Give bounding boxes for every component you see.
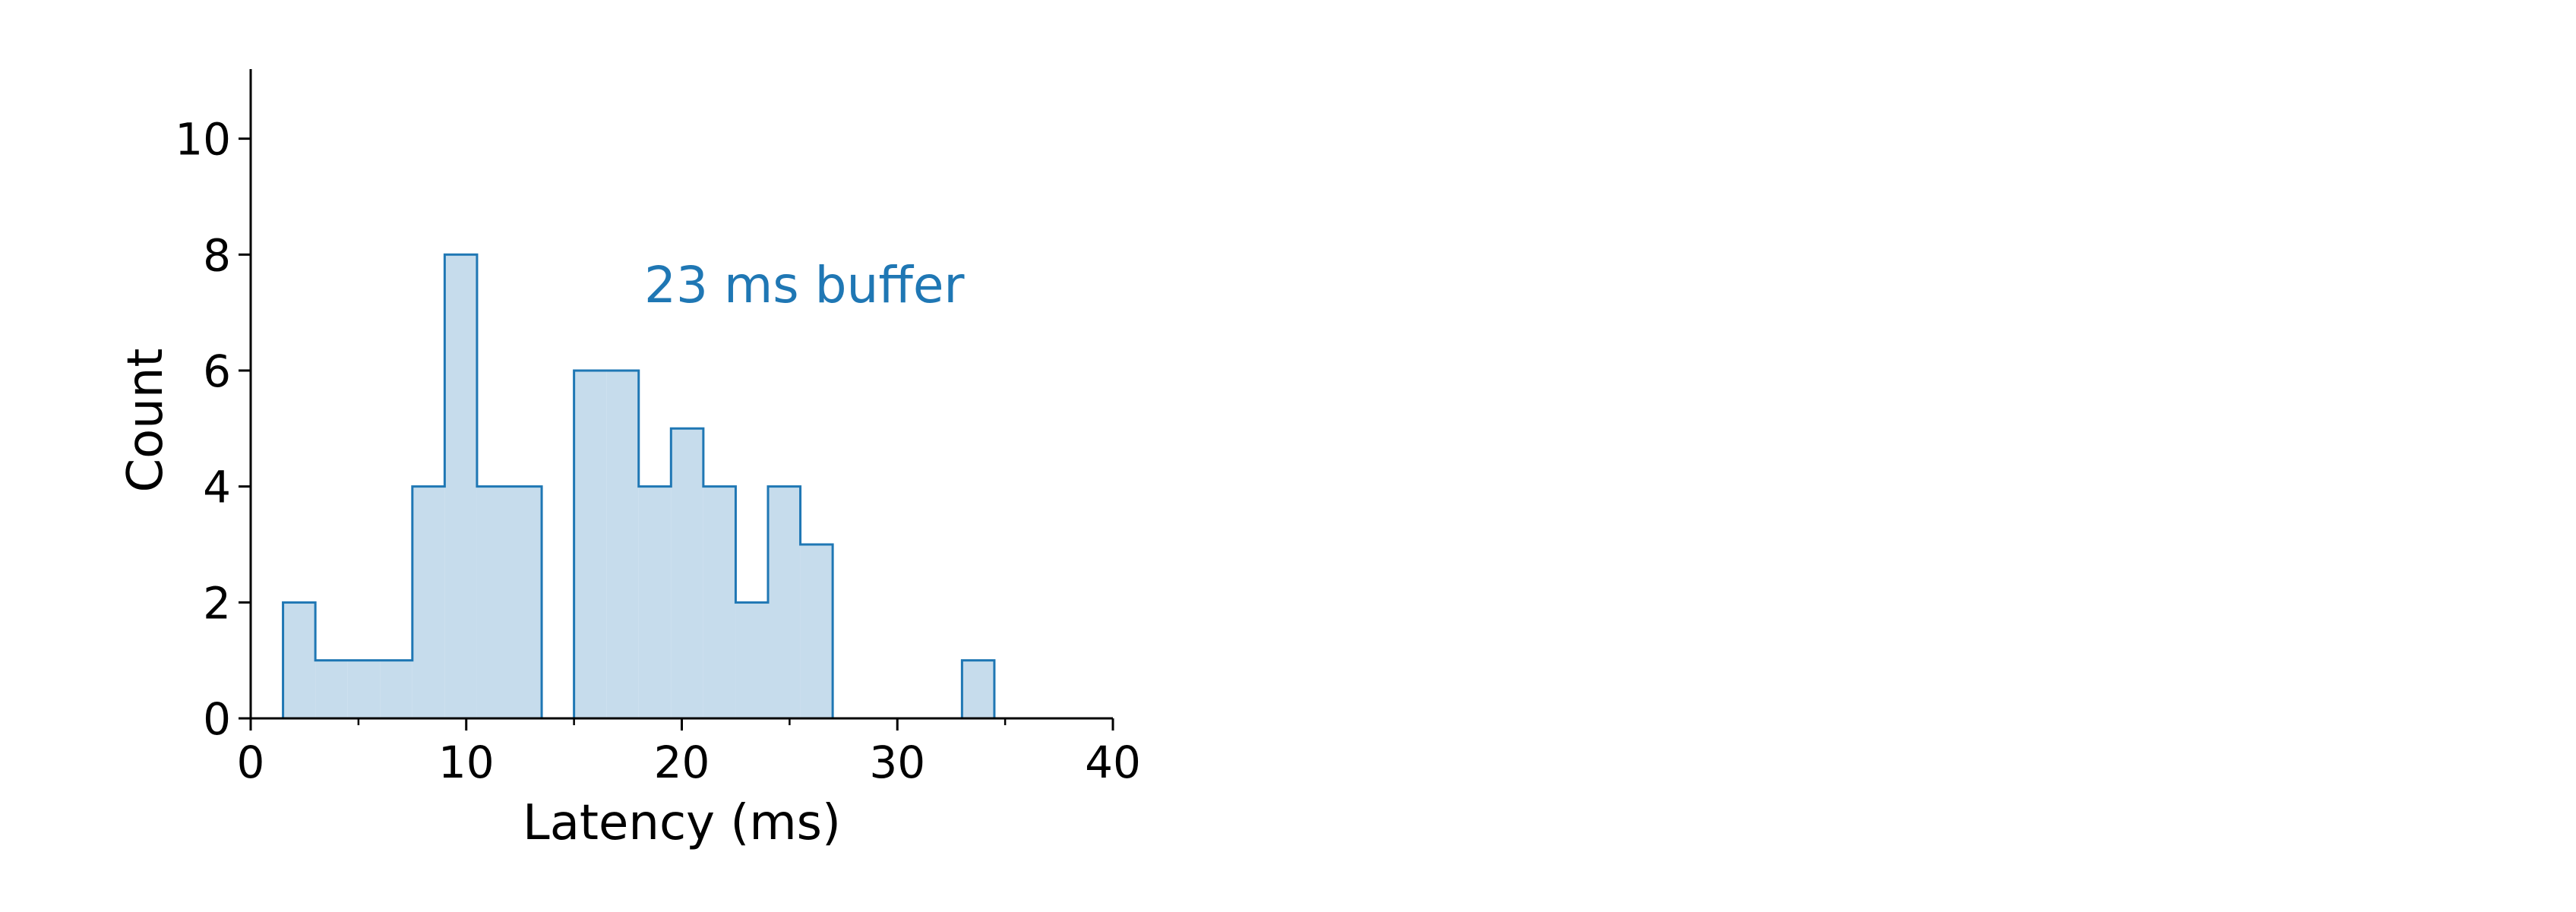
histogram-bar	[380, 660, 412, 718]
y-tick-label: 10	[175, 114, 231, 166]
histogram-bar	[315, 660, 348, 718]
histogram-bar	[638, 486, 672, 718]
histogram-bar	[283, 602, 316, 718]
x-tick-label: 0	[237, 737, 265, 788]
x-tick-label: 10	[438, 737, 495, 788]
x-tick-label: 30	[869, 737, 925, 788]
histogram-bar	[703, 486, 736, 718]
y-tick-label: 6	[203, 346, 231, 397]
histogram-bar	[735, 602, 768, 718]
tick-marks	[239, 137, 1114, 731]
histogram-bar	[509, 486, 542, 718]
histogram-bar	[444, 254, 477, 718]
x-axis-label: Latency (ms)	[523, 795, 841, 851]
x-tick-label: 20	[654, 737, 710, 788]
histogram-bar	[768, 486, 801, 718]
tick-labels: 0 10 20 30 40 0 2 4 6 8 10	[175, 114, 1141, 788]
chart-annotation: 23 ms buffer	[644, 256, 965, 314]
y-tick-label: 8	[203, 229, 231, 281]
histogram-bar	[962, 660, 994, 718]
y-tick-label: 2	[203, 577, 231, 629]
y-axis-label: Count	[118, 348, 174, 492]
histogram-bar	[476, 486, 510, 718]
histogram-bar	[347, 660, 381, 718]
y-tick-label: 0	[203, 693, 231, 745]
y-tick-label: 4	[203, 462, 231, 513]
histogram-bar	[606, 370, 639, 718]
histogram-bar	[574, 370, 607, 718]
histogram-bar	[412, 486, 445, 718]
histogram-bars	[283, 254, 994, 718]
x-tick-label: 40	[1085, 737, 1141, 788]
histogram-bar	[671, 428, 703, 718]
histogram-bar	[800, 544, 833, 718]
